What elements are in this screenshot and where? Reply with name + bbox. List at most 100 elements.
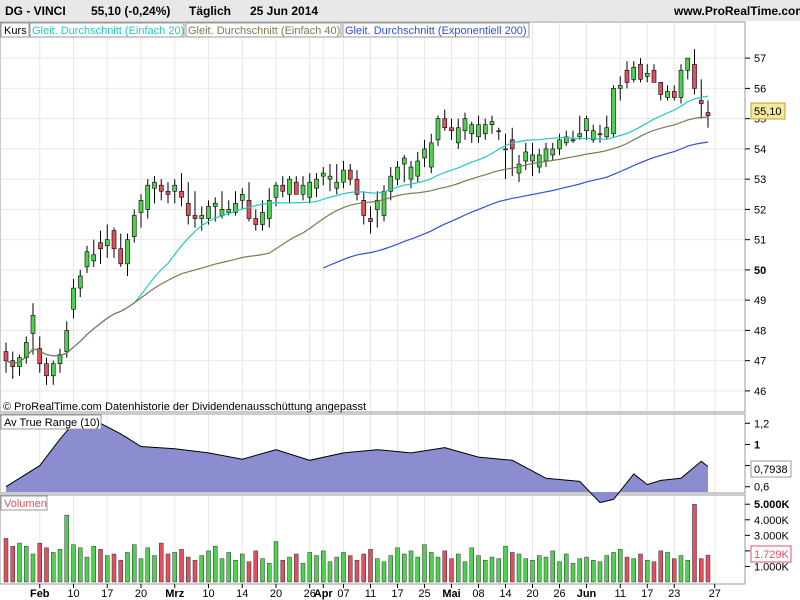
volume-bar	[307, 552, 312, 583]
candle-body	[611, 88, 616, 135]
volume-tag: 1.729K	[754, 549, 790, 561]
volume-bar	[199, 555, 204, 583]
volume-bar	[368, 549, 373, 583]
volume-bar	[98, 549, 103, 583]
volume-bar	[442, 550, 447, 583]
candle-body	[469, 124, 475, 135]
volume-bar	[159, 542, 164, 583]
volume-bar	[280, 559, 285, 583]
volume-bar	[550, 550, 555, 583]
candle-body	[64, 330, 70, 352]
kurs-label: Kurs	[4, 25, 27, 37]
volume-tick-label: 5.000K	[754, 499, 790, 511]
candle-body	[462, 118, 468, 132]
ema200-path	[323, 141, 709, 269]
volume-bar	[678, 555, 684, 583]
volume-bar	[705, 554, 711, 583]
volume-bar	[84, 556, 90, 583]
candle-body	[320, 172, 326, 177]
candle-body	[523, 151, 529, 162]
atr-tag-box	[750, 460, 792, 478]
atr-area	[6, 418, 708, 503]
candle-body	[658, 82, 664, 95]
candle-body	[428, 142, 434, 168]
candle-body	[307, 181, 313, 198]
volume-bar	[361, 553, 366, 583]
volume-bar	[604, 555, 609, 583]
x-tick-label: 08	[472, 588, 484, 600]
volume-bar	[44, 547, 49, 583]
quote-change: 55,10 (-0,24%)	[91, 4, 170, 18]
candle-body	[388, 175, 394, 192]
x-tick-label: 17	[641, 588, 653, 600]
candle-body	[260, 212, 265, 225]
volume-bar	[321, 550, 326, 583]
x-tick-label: 10	[202, 588, 214, 600]
volume-bar	[388, 555, 393, 583]
candle-body	[631, 66, 637, 80]
candle-body	[422, 148, 427, 159]
candle-body	[577, 133, 583, 138]
candle-body	[300, 184, 306, 195]
volume-tick-label: 1.000K	[754, 561, 790, 573]
candle-body	[395, 166, 400, 180]
volume-bar	[294, 553, 299, 583]
candle-body	[77, 275, 83, 289]
volume-bar	[105, 555, 110, 583]
volume-bar	[192, 559, 198, 583]
sma20-legend: Gleit. Durchschnitt (Einfach 20)	[32, 25, 184, 37]
candle-body	[449, 127, 454, 132]
x-tick-label: 07	[337, 588, 349, 600]
candle-body	[705, 112, 711, 116]
candle-body	[246, 200, 252, 219]
volume-bar	[557, 561, 562, 583]
volume-bar	[510, 552, 515, 583]
volume-bar	[456, 553, 461, 583]
volume-bar	[213, 545, 218, 583]
volume-bar	[462, 561, 468, 583]
candle-body	[671, 91, 677, 98]
volume-bar	[658, 550, 663, 583]
volume-bar	[138, 558, 144, 583]
volume-bar	[408, 550, 414, 583]
candle-body	[158, 184, 164, 192]
volume-bar	[530, 559, 535, 583]
x-tick-label: Feb	[30, 588, 50, 600]
candlestick-series	[3, 49, 711, 385]
volume-bar	[381, 561, 387, 583]
price-tick-label: 47	[754, 356, 766, 368]
candle-body	[368, 218, 373, 222]
x-tick-label: Jun	[577, 588, 597, 600]
volume-bar	[132, 544, 137, 583]
candle-body	[91, 254, 97, 262]
candle-body	[415, 160, 421, 177]
volume-bar	[260, 558, 265, 583]
candle-body	[489, 121, 495, 126]
candle-body	[509, 139, 515, 150]
candle-body	[50, 363, 56, 377]
instrument-title: DG - VINCI	[5, 4, 66, 18]
volume-bar	[206, 550, 211, 583]
volume-bar	[246, 561, 252, 583]
volume-bar	[476, 555, 481, 583]
volume-bar	[348, 555, 353, 583]
atr-label: Av True Range (10)	[4, 417, 100, 429]
candle-body	[442, 118, 448, 129]
volume-bar	[10, 545, 15, 583]
x-tick-label: 14	[236, 588, 248, 600]
candle-body	[118, 248, 124, 265]
x-tick-label: 25	[418, 588, 430, 600]
candle-body	[280, 184, 286, 192]
atr-tick-label: 1	[754, 439, 760, 451]
candle-body	[341, 169, 346, 183]
x-tick-label: 17	[101, 588, 113, 600]
sma20-legend-box	[29, 22, 185, 38]
volume-bar	[111, 553, 117, 583]
x-tick-label: Mrz	[165, 588, 184, 600]
candle-body	[84, 251, 90, 268]
volume-bar	[537, 555, 542, 583]
volume-bar	[422, 544, 427, 583]
candle-body	[199, 215, 205, 219]
candle-body	[374, 200, 380, 210]
